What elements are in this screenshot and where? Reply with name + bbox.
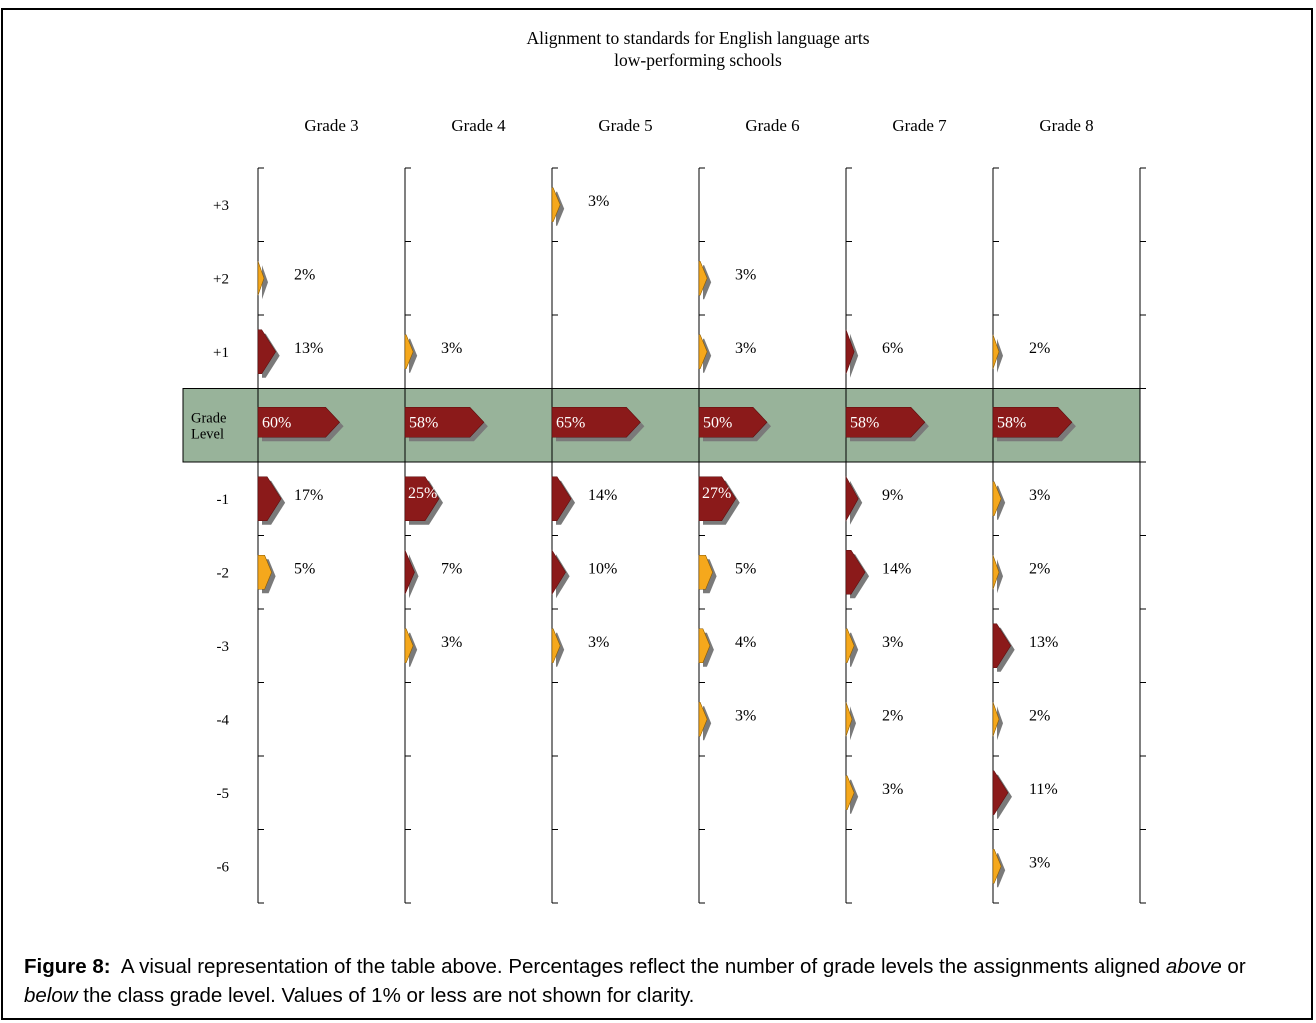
bar-value-label: 17% xyxy=(294,487,323,504)
bar xyxy=(552,477,571,521)
bar-value-label: 5% xyxy=(735,561,756,578)
bar-value-label: 2% xyxy=(1029,340,1050,357)
bar-value-label: 3% xyxy=(735,340,756,357)
bar-value-label: 5% xyxy=(294,561,315,578)
bar-value-label: 3% xyxy=(1029,487,1050,504)
row-label: -3 xyxy=(217,639,230,655)
bar-value-label: 3% xyxy=(882,781,903,798)
chart-subtitle: low-performing schools xyxy=(614,50,782,70)
column-header: Grade 7 xyxy=(892,116,947,135)
caption-text-2: the class grade level. Values of 1% or l… xyxy=(83,984,694,1007)
row-label: +2 xyxy=(213,271,229,287)
bar-value-label: 6% xyxy=(882,340,903,357)
row-label: -6 xyxy=(217,859,230,875)
row-label: +1 xyxy=(213,345,229,361)
row-label: -5 xyxy=(217,786,230,802)
bar-value-label: 58% xyxy=(850,414,879,431)
figure-caption: Figure 8: A visual representation of the… xyxy=(24,952,1294,1010)
column-header: Grade 3 xyxy=(304,116,358,135)
row-label-grade-level: Level xyxy=(191,426,224,442)
row-label-grade-level: Grade xyxy=(191,410,226,426)
bar-value-label: 58% xyxy=(409,414,438,431)
bar-value-label: 13% xyxy=(1029,634,1058,651)
row-label: +3 xyxy=(213,198,229,214)
caption-below: below xyxy=(24,984,78,1007)
chart-title: Alignment to standards for English langu… xyxy=(526,28,869,48)
bar-value-label: 3% xyxy=(588,634,609,651)
row-label: -2 xyxy=(217,565,230,581)
bar-value-label: 2% xyxy=(294,267,315,284)
bar-value-label: 60% xyxy=(262,414,291,431)
bar-value-label: 7% xyxy=(441,561,462,578)
row-label: -1 xyxy=(217,492,230,508)
caption-or: or xyxy=(1227,955,1245,978)
bar-value-label: 3% xyxy=(441,634,462,651)
bar-value-label: 4% xyxy=(735,634,756,651)
bar-value-label: 3% xyxy=(588,193,609,210)
bar-value-label: 3% xyxy=(1029,855,1050,872)
bar-value-label: 14% xyxy=(588,487,617,504)
bar-value-label: 58% xyxy=(997,414,1026,431)
bar-value-label: 14% xyxy=(882,561,911,578)
column-header: Grade 6 xyxy=(745,116,799,135)
bar-value-label: 3% xyxy=(441,340,462,357)
bar-value-label: 2% xyxy=(1029,708,1050,725)
bar-value-label: 13% xyxy=(294,340,323,357)
bar-value-label: 9% xyxy=(882,487,903,504)
column-header: Grade 4 xyxy=(451,116,506,135)
bar xyxy=(846,550,865,594)
bar-value-label: 3% xyxy=(735,708,756,725)
bar-value-label: 2% xyxy=(1029,561,1050,578)
caption-above: above xyxy=(1166,955,1222,978)
bar-value-label: 25% xyxy=(408,485,437,502)
row-label: -4 xyxy=(217,712,230,728)
bar-value-label: 10% xyxy=(588,561,617,578)
bar-value-label: 27% xyxy=(702,485,731,502)
bar-value-label: 3% xyxy=(735,267,756,284)
bar-value-label: 50% xyxy=(703,414,732,431)
plot-area: Grade 3 Grade 4 Grade 5 Grade 6 Grade 7 Grade… xyxy=(183,116,1146,903)
bar-value-label: 3% xyxy=(882,634,903,651)
bar-value-label: 65% xyxy=(556,414,585,431)
bar-value-label: 2% xyxy=(882,708,903,725)
bar-value-label: 11% xyxy=(1029,781,1058,798)
column-header: Grade 8 xyxy=(1039,116,1093,135)
column-header: Grade 5 xyxy=(598,116,652,135)
caption-text-1: A visual representation of the table abo… xyxy=(121,955,1160,978)
caption-label: Figure 8: xyxy=(24,955,111,978)
